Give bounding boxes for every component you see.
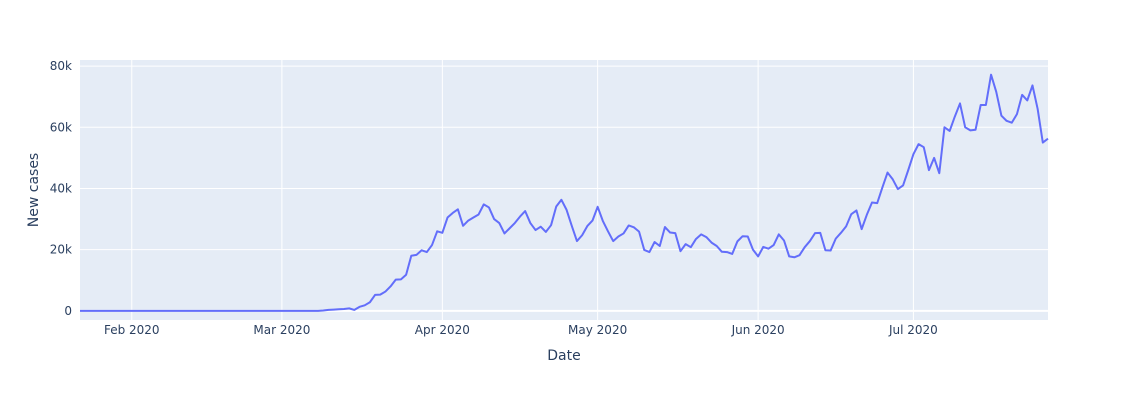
y-tick-label: 0	[64, 304, 72, 318]
y-tick-label: 60k	[50, 120, 72, 134]
x-tick-label: Feb 2020	[104, 323, 160, 337]
series-line	[80, 73, 1049, 312]
series-layer	[79, 73, 1049, 312]
y-axis-title: New cases	[26, 153, 42, 227]
gridlines	[80, 60, 1048, 320]
x-axis-title: Date	[547, 348, 580, 364]
x-tick-label: Apr 2020	[415, 323, 470, 337]
y-tick-label: 40k	[50, 181, 72, 195]
plot-area	[80, 60, 1048, 320]
x-tick-label: Jun 2020	[731, 323, 785, 337]
y-tick-label: 20k	[50, 243, 72, 257]
y-axis-ticks: 0 20k 40k 60k 80k	[50, 59, 72, 318]
x-tick-label: Mar 2020	[253, 323, 310, 337]
x-tick-label: May 2020	[568, 323, 627, 337]
x-tick-label: Jul 2020	[888, 323, 938, 337]
y-tick-label: 80k	[50, 59, 72, 73]
x-axis-ticks: Feb 2020 Mar 2020 Apr 2020 May 2020 Jun 2020…	[104, 323, 938, 337]
